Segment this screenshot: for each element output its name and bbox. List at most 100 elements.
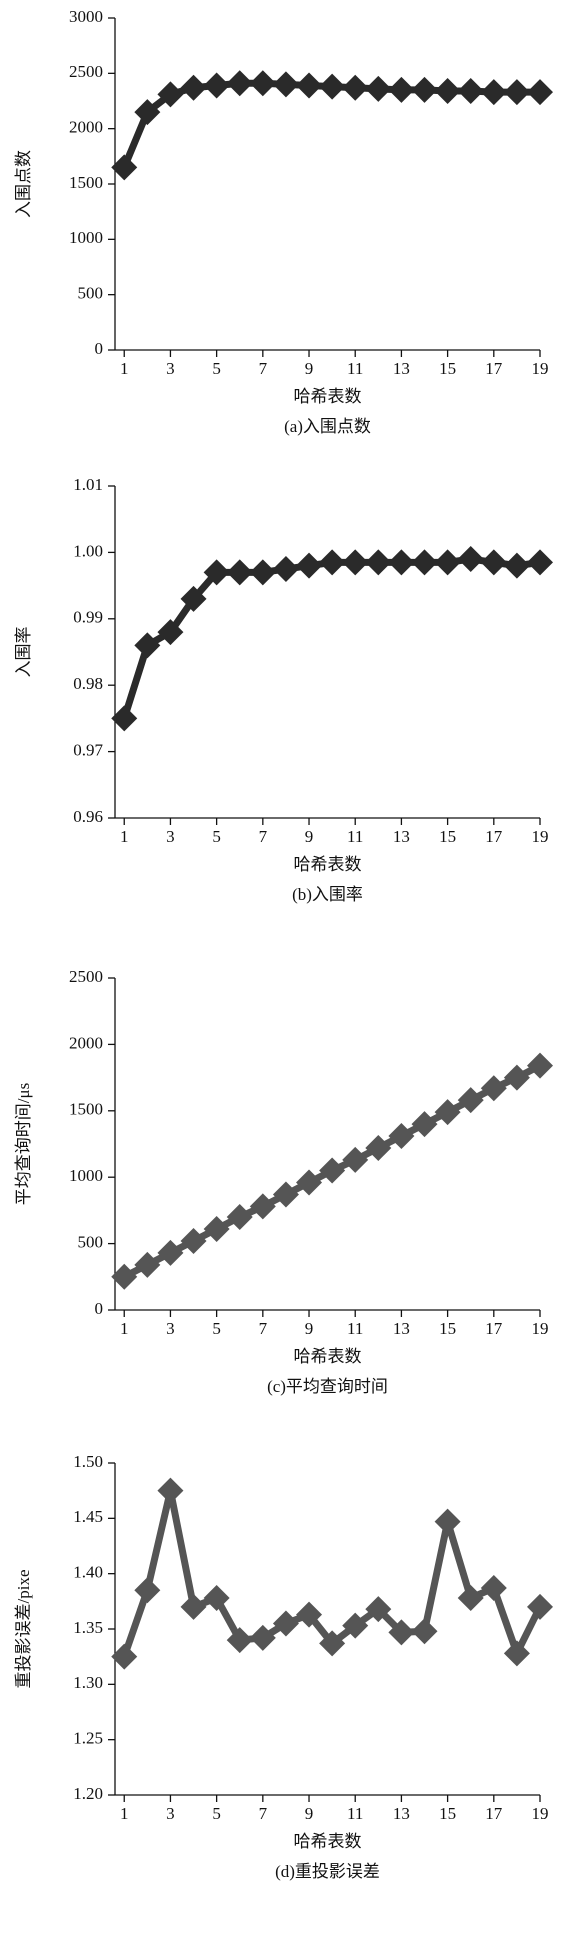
y-tick-label: 0.97	[73, 741, 103, 760]
x-tick-label: 3	[166, 827, 175, 846]
y-tick-label: 2500	[69, 62, 103, 81]
x-tick-label: 9	[305, 359, 314, 378]
marker	[434, 549, 461, 576]
y-tick-label: 500	[78, 284, 104, 303]
y-tick-label: 1.20	[73, 1784, 103, 1803]
marker	[272, 71, 299, 98]
x-tick-label: 3	[166, 1804, 175, 1823]
y-tick-label: 1.40	[73, 1563, 103, 1582]
marker	[411, 1618, 438, 1645]
x-tick-label: 15	[439, 1804, 456, 1823]
x-tick-label: 13	[393, 1319, 410, 1338]
marker	[157, 1239, 184, 1266]
caption: (c)平均查询时间	[267, 1377, 388, 1396]
y-tick-label: 1.00	[73, 541, 103, 560]
y-tick-label: 1500	[69, 173, 103, 192]
x-tick-label: 13	[393, 1804, 410, 1823]
y-tick-label: 2500	[69, 967, 103, 986]
y-tick-label: 1.50	[73, 1452, 103, 1471]
marker	[434, 1508, 461, 1535]
marker	[134, 1251, 161, 1278]
marker	[503, 552, 530, 579]
y-axis-label: 平均查询时间/μs	[14, 1083, 33, 1205]
marker	[111, 154, 138, 181]
marker	[296, 72, 323, 99]
marker	[180, 1593, 207, 1620]
x-tick-label: 9	[305, 827, 314, 846]
caption: (b)入围率	[292, 885, 363, 904]
y-tick-label: 0.99	[73, 608, 103, 627]
marker	[296, 1601, 323, 1628]
marker	[457, 78, 484, 105]
marker	[388, 76, 415, 103]
data-line	[120, 555, 541, 720]
x-tick-label: 15	[439, 359, 456, 378]
marker	[434, 78, 461, 105]
marker	[134, 632, 161, 659]
marker	[434, 1099, 461, 1126]
x-tick-label: 15	[439, 827, 456, 846]
marker	[203, 559, 230, 586]
marker	[157, 619, 184, 646]
x-tick-label: 17	[485, 1804, 503, 1823]
marker	[503, 1064, 530, 1091]
x-tick-label: 13	[393, 827, 410, 846]
marker	[342, 1146, 369, 1173]
caption: (d)重投影误差	[275, 1862, 380, 1881]
marker	[226, 1204, 253, 1231]
marker	[457, 546, 484, 573]
marker	[503, 1640, 530, 1667]
x-axis-label: 哈希表数	[294, 387, 362, 406]
marker	[203, 72, 230, 99]
marker	[411, 1111, 438, 1138]
marker	[111, 1643, 138, 1670]
x-tick-label: 9	[305, 1804, 314, 1823]
x-tick-label: 1	[120, 827, 129, 846]
marker	[180, 74, 207, 101]
y-axis-label: 重投影误差/pixe	[14, 1570, 33, 1689]
x-tick-label: 19	[532, 827, 549, 846]
y-tick-label: 2000	[69, 118, 103, 137]
marker	[226, 1627, 253, 1654]
marker	[249, 1624, 276, 1651]
marker	[527, 79, 553, 106]
marker	[249, 1193, 276, 1220]
marker	[527, 549, 553, 576]
x-axis-label: 哈希表数	[294, 1347, 362, 1366]
x-tick-label: 17	[485, 359, 503, 378]
x-tick-label: 13	[393, 359, 410, 378]
y-tick-label: 1.25	[73, 1729, 103, 1748]
marker	[365, 1134, 392, 1161]
marker	[342, 549, 369, 576]
marker	[480, 79, 507, 106]
y-tick-label: 2000	[69, 1033, 103, 1052]
marker	[157, 1477, 184, 1504]
marker	[319, 549, 346, 576]
x-tick-label: 9	[305, 1319, 314, 1338]
x-tick-label: 7	[259, 359, 268, 378]
marker	[480, 1075, 507, 1102]
marker	[342, 74, 369, 101]
x-tick-label: 5	[212, 1319, 221, 1338]
marker	[365, 1596, 392, 1623]
x-axis-label: 哈希表数	[294, 1832, 362, 1851]
y-tick-label: 1500	[69, 1100, 103, 1119]
x-tick-label: 3	[166, 359, 175, 378]
x-tick-label: 7	[259, 1319, 268, 1338]
x-tick-label: 17	[485, 1319, 503, 1338]
y-tick-label: 0	[95, 1299, 104, 1318]
x-tick-label: 19	[532, 359, 549, 378]
marker	[272, 1610, 299, 1637]
x-tick-label: 1	[120, 1319, 129, 1338]
x-tick-label: 1	[120, 1804, 129, 1823]
x-tick-label: 15	[439, 1319, 456, 1338]
y-tick-label: 1.01	[73, 475, 103, 494]
x-tick-label: 7	[259, 1804, 268, 1823]
x-tick-label: 19	[532, 1319, 549, 1338]
marker	[457, 1585, 484, 1612]
marker	[296, 1169, 323, 1196]
x-tick-label: 5	[212, 827, 221, 846]
y-tick-label: 1.45	[73, 1507, 103, 1526]
y-tick-label: 500	[78, 1233, 104, 1252]
y-tick-label: 0	[95, 339, 104, 358]
